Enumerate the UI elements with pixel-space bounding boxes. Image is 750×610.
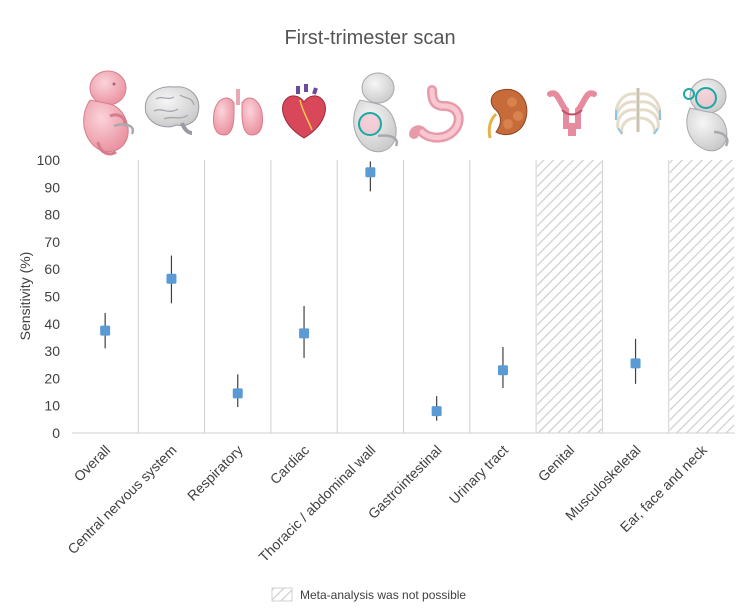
x-tick-label: Thoracic / abdominal wall — [255, 442, 378, 565]
data-point — [497, 365, 508, 376]
y-tick-label: 100 — [37, 152, 61, 168]
y-tick-label: 50 — [44, 289, 60, 305]
y-tick-label: 80 — [44, 207, 60, 223]
not-possible-regions — [537, 160, 734, 433]
x-tick-label: Genital — [535, 442, 578, 485]
heart-icon — [282, 84, 326, 139]
x-tick-label: Overall — [71, 442, 114, 485]
y-axis-label: Sensitivity (%) — [17, 252, 33, 341]
data-point — [166, 273, 177, 284]
y-tick-label: 20 — [44, 370, 60, 386]
uterus-icon — [547, 90, 597, 136]
y-axis: 0 10 20 30 40 50 60 70 80 90 100 — [37, 152, 61, 441]
y-tick-label: 30 — [44, 343, 60, 359]
chart-title: First-trimester scan — [284, 27, 455, 49]
kidney-icon — [487, 88, 528, 139]
icons-row — [83, 70, 729, 156]
y-tick-label: 90 — [44, 179, 60, 195]
fetus-icon — [83, 70, 135, 156]
x-tick-label: Respiratory — [184, 442, 246, 504]
hatch-region — [669, 160, 734, 433]
y-tick-label: 40 — [44, 316, 60, 332]
x-tick-label: Urinary tract — [446, 442, 511, 507]
fetus-abdomen-icon — [353, 72, 399, 153]
y-tick-label: 0 — [52, 425, 60, 441]
data-point — [232, 388, 243, 399]
legend-label: Meta-analysis was not possible — [300, 588, 466, 602]
data-point — [299, 328, 310, 339]
y-tick-label: 60 — [44, 261, 60, 277]
x-tick-label: Cardiac — [267, 442, 312, 487]
data-point — [100, 325, 111, 336]
data-point — [431, 406, 442, 417]
hatch-region — [537, 160, 602, 433]
category-separators — [72, 160, 735, 434]
stomach-icon — [409, 85, 464, 143]
legend: Meta-analysis was not possible — [271, 587, 466, 602]
y-tick-label: 10 — [44, 398, 60, 414]
data-point — [365, 167, 376, 178]
lungs-icon — [213, 89, 263, 136]
data-point — [630, 358, 641, 369]
x-tick-label: Central nervous system — [64, 442, 179, 557]
brain-icon — [144, 86, 200, 135]
y-tick-label: 70 — [44, 234, 60, 250]
fetus-face-icon — [683, 78, 729, 152]
data-markers — [100, 167, 641, 417]
ribcage-icon — [614, 88, 662, 135]
legend-hatch-swatch — [271, 587, 293, 602]
